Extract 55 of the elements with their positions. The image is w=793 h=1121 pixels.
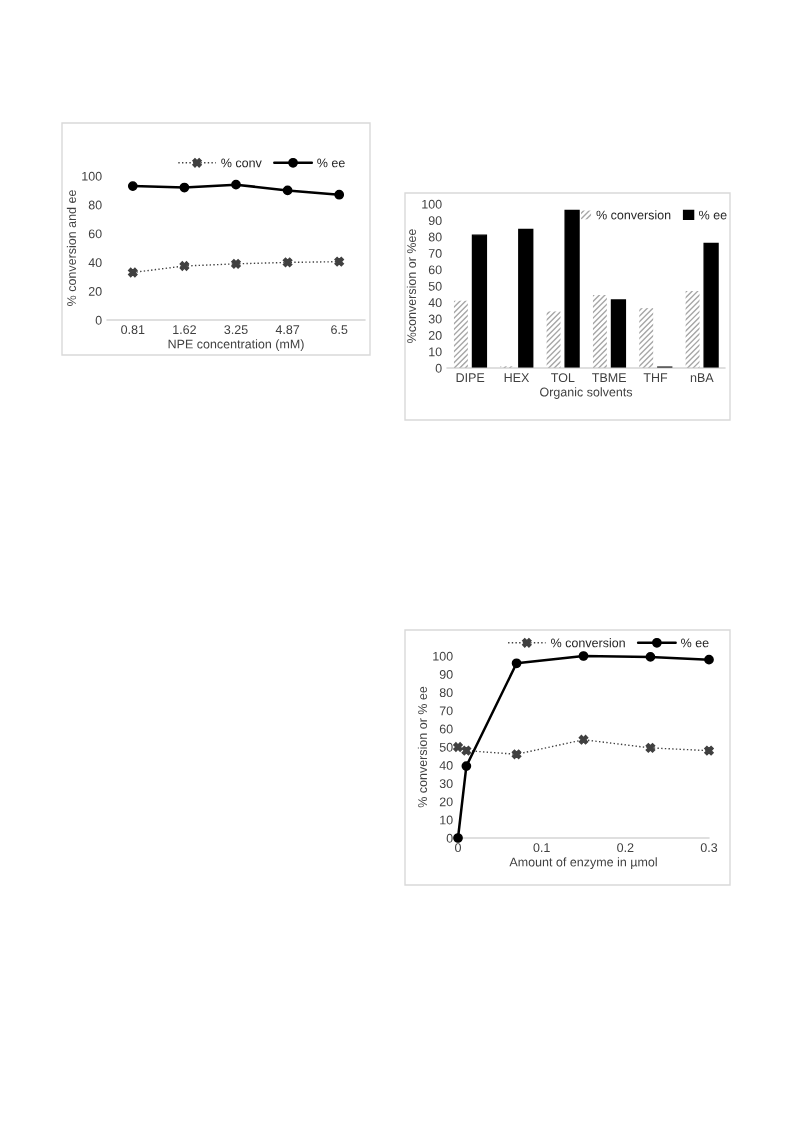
legend-label: % conversion [551,638,625,648]
y-tick-label: 80 [88,200,102,210]
y-tick-label: 90 [439,670,453,679]
y-tick-label: 50 [428,281,442,291]
x-axis-title: Amount of enzyme in µmol [509,857,657,869]
legend-label: % conv [221,158,262,168]
y-tick-label: 40 [428,298,442,308]
y-tick-label: 0 [435,363,442,373]
y-tick-label: 30 [428,314,442,324]
y-tick-label: 0 [95,315,102,325]
x-tick-label: 0.2 [617,843,634,853]
legend-label: % ee [699,210,727,220]
y-tick-label: 70 [439,706,453,716]
y-axis-title: %conversion or %ee [406,229,417,343]
y-tick-label: 70 [428,249,442,258]
y-tick-label: 40 [439,761,453,770]
y-tick-label: 80 [428,232,442,242]
x-axis-title: Organic solvents [540,387,633,399]
x-tick-label: 6.5 [331,325,348,335]
legend-label: % ee [317,158,345,168]
x-tick-label: 4.87 [275,325,300,335]
y-tick-label: 90 [428,216,442,226]
y-tick-label: 60 [88,229,102,239]
y-axis-title: % conversion or % ee [417,686,428,808]
y-tick-label: 60 [428,265,442,275]
x-tick-label: 3.25 [224,325,248,335]
x-tick-label: 1.62 [173,325,196,335]
y-tick-label: 10 [429,347,442,357]
y-tick-label: 20 [88,287,102,296]
x-tick-label: THF [643,373,668,382]
x-tick-label: 0.3 [700,843,718,853]
x-tick-label: TBME [592,373,626,382]
y-tick-label: 100 [82,171,102,181]
y-tick-label: 30 [439,779,453,789]
y-tick-label: 40 [88,258,102,268]
x-axis-title: NPE concentration (mM) [168,339,304,351]
y-tick-label: 10 [440,815,453,825]
y-tick-label: 50 [439,742,453,752]
y-tick-label: 20 [439,797,453,807]
x-tick-label: nBA [690,373,714,382]
y-tick-label: 80 [439,688,453,698]
x-tick-label: DIPE [456,373,485,382]
legend-label: % conversion [596,210,671,220]
x-tick-label: 0.1 [533,843,550,853]
y-tick-label: 60 [439,724,453,734]
x-tick-label: HEX [504,373,530,382]
y-tick-label: 20 [428,331,442,340]
y-axis-title: % conversion and ee [66,190,77,306]
y-tick-label: 100 [422,199,442,209]
y-tick-label: 100 [433,651,453,661]
x-tick-label: 0 [455,843,461,853]
legend-label: % ee [681,638,709,648]
y-tick-label: 0 [446,833,453,843]
x-tick-label: 0.81 [121,325,145,335]
x-tick-label: TOL [551,373,575,383]
